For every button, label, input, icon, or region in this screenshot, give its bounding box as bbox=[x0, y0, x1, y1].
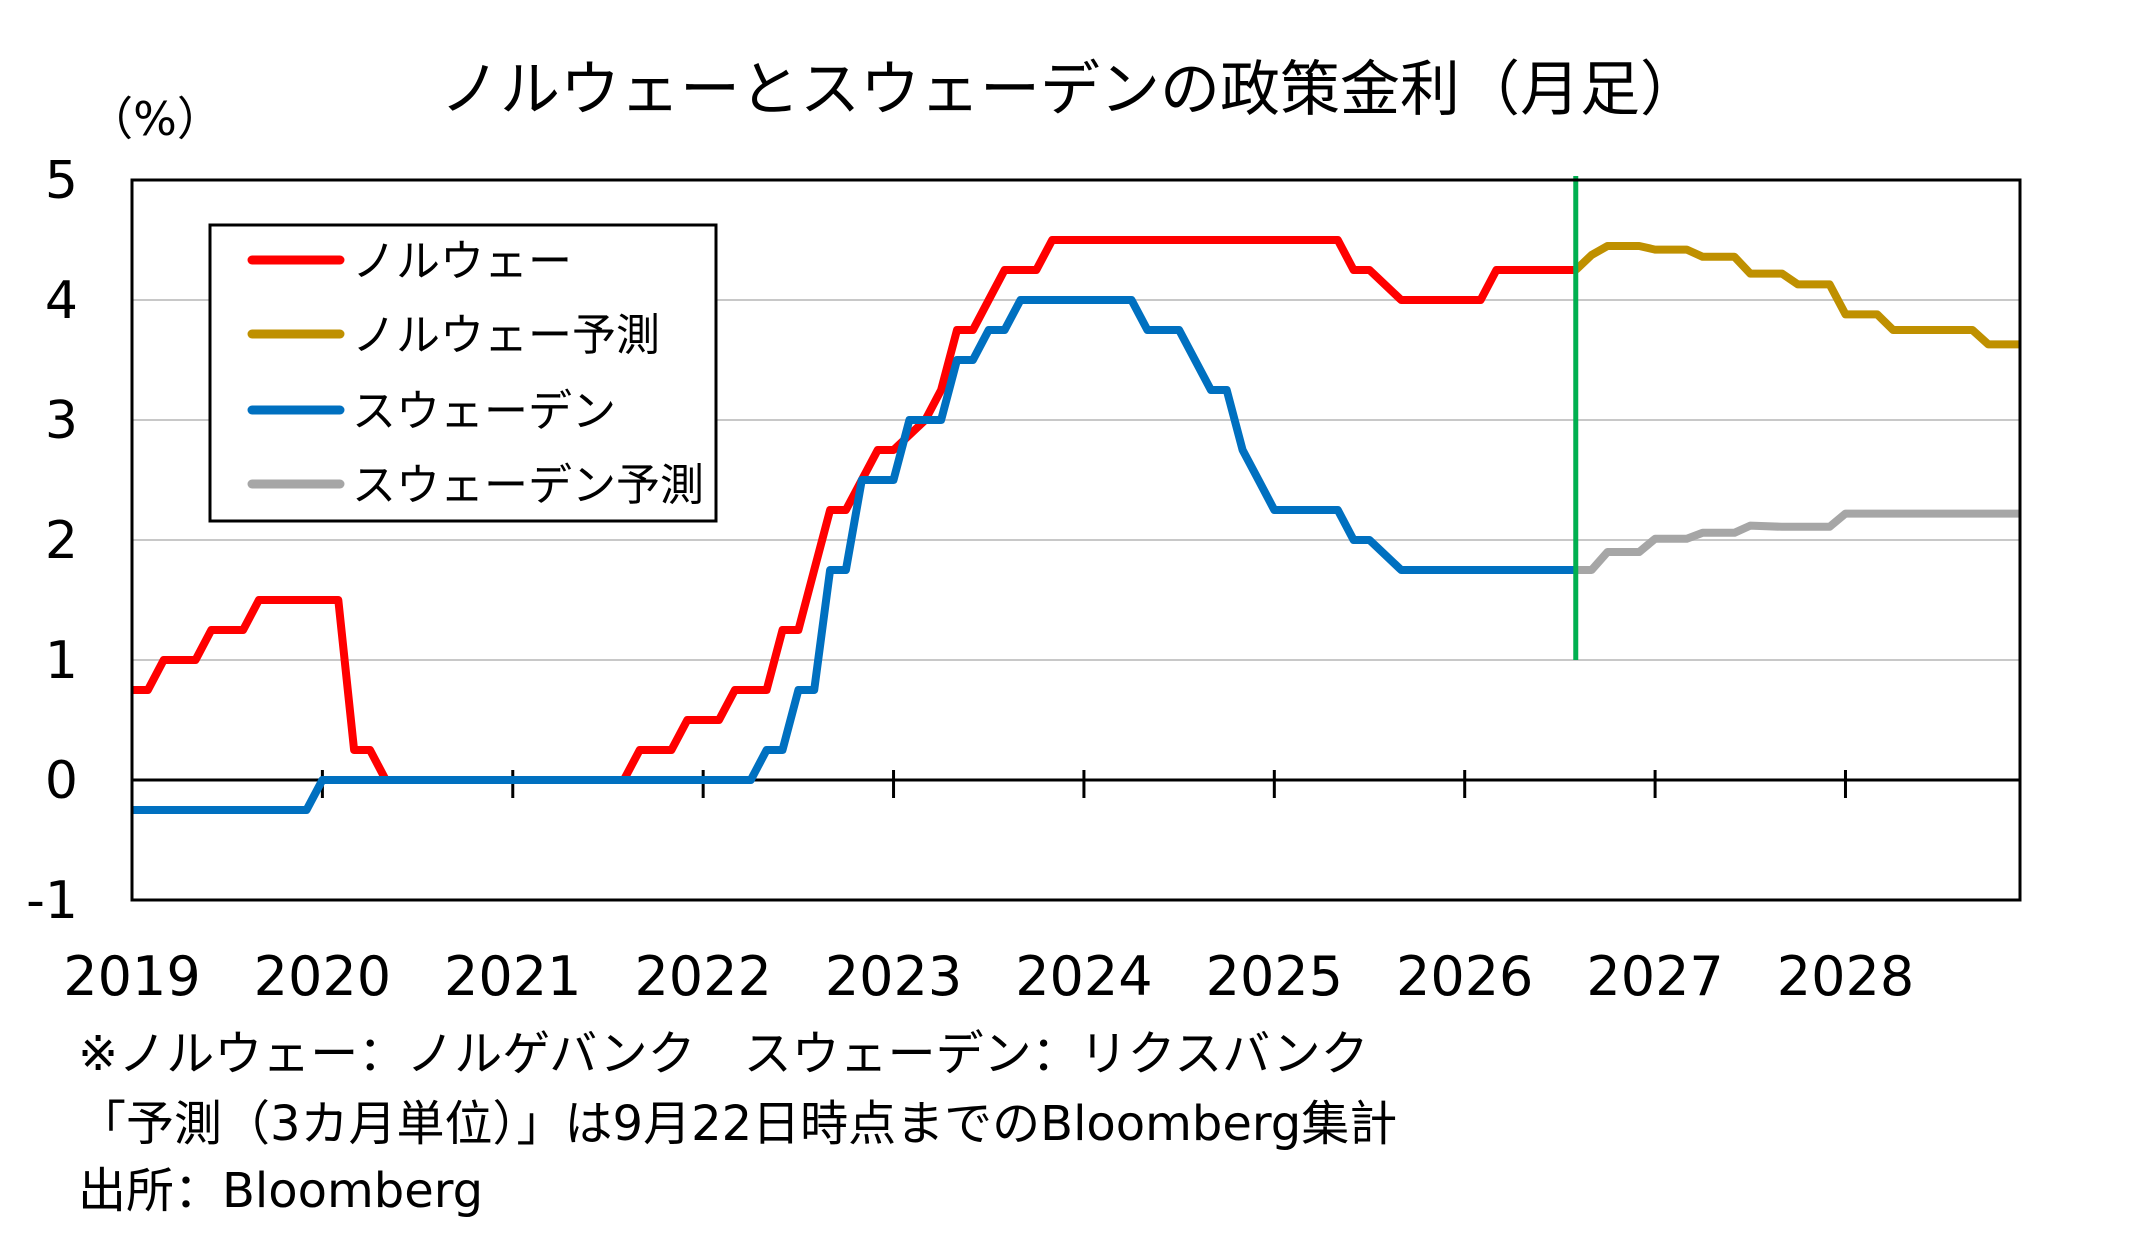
footnote-central-banks: ※ノルウェー：ノルゲバンク スウェーデン：リクスバンク bbox=[78, 1026, 1369, 1082]
plot-area-border bbox=[130, 178, 2022, 902]
y-tick-label: 4 bbox=[45, 271, 78, 331]
legend-label-sweden-forecast: スウェーデン予測 bbox=[352, 460, 704, 511]
x-tick-label: 2021 bbox=[444, 945, 581, 1008]
legend-label-norway: ノルウェー bbox=[352, 236, 572, 287]
y-tick-label: 0 bbox=[45, 751, 78, 811]
y-tick-label: 3 bbox=[45, 391, 78, 451]
y-tick-label: -1 bbox=[26, 871, 78, 931]
series-line-sweden-forecast bbox=[1575, 509, 2020, 574]
y-tick-label: 5 bbox=[45, 151, 78, 211]
footnote-forecast: 「予測（3カ月単位）」は9月22日時点までのBloomberg集計 bbox=[78, 1096, 1397, 1152]
series-line-sweden bbox=[132, 296, 1576, 814]
series-line-norway bbox=[132, 236, 1576, 784]
legend-box bbox=[208, 223, 718, 523]
y-tick-label: 1 bbox=[45, 631, 78, 691]
legend-label-sweden: スウェーデン bbox=[352, 386, 616, 437]
x-axis: 2019 2020 2021 2022 2023 2024 2025 2026 2027 2028 bbox=[63, 770, 2020, 1008]
x-tick-label: 2027 bbox=[1586, 945, 1723, 1008]
chart-title: ノルウェーとスウェーデンの政策金利（月足） bbox=[440, 55, 1700, 125]
x-tick-label: 2023 bbox=[825, 945, 962, 1008]
x-tick-label: 2028 bbox=[1777, 945, 1914, 1008]
legend-label-norway-forecast: ノルウェー予測 bbox=[352, 310, 660, 361]
y-tick-label: 2 bbox=[45, 511, 78, 571]
x-tick-label: 2019 bbox=[63, 945, 200, 1008]
y-axis-unit-label: （%） bbox=[87, 92, 223, 146]
x-tick-label: 2026 bbox=[1396, 945, 1533, 1008]
x-tick-label: 2020 bbox=[254, 945, 391, 1008]
x-tick-label: 2024 bbox=[1015, 945, 1152, 1008]
series-lines bbox=[132, 236, 2020, 814]
x-tick-label: 2022 bbox=[634, 945, 771, 1008]
legend: ノルウェー ノルウェー予測 スウェーデン スウェーデン予測 bbox=[208, 223, 718, 523]
footnote-source: 出所：Bloomberg bbox=[78, 1163, 483, 1219]
y-axis-tick-labels: 5 4 3 2 1 0 -1 bbox=[26, 151, 78, 931]
series-line-norway-forecast bbox=[1573, 242, 2020, 349]
x-tick-label: 2025 bbox=[1206, 945, 1343, 1008]
